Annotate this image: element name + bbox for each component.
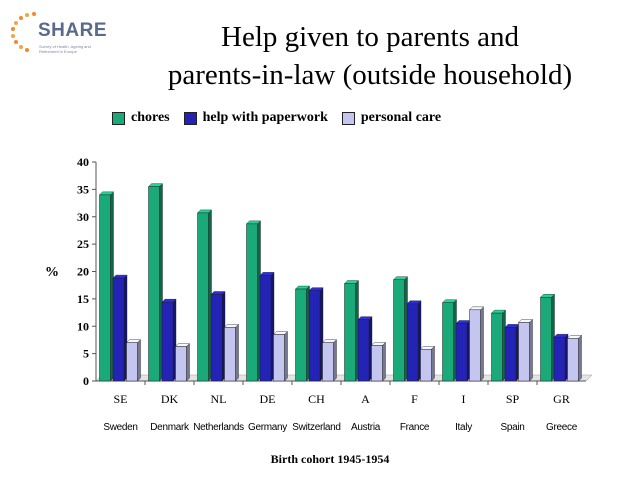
bar-help-with-paperwork-dk <box>161 301 174 382</box>
bar-chores-i <box>442 302 454 382</box>
bar-personal-care-i-side <box>480 306 484 382</box>
y-tick-label-3: 15 <box>77 292 89 306</box>
chart-title-line-1: Help given to parents and <box>221 21 519 53</box>
x-tick-label-de: DE <box>260 392 276 406</box>
bar-help-with-paperwork-f <box>406 303 419 382</box>
legend-swatch-personal-care <box>341 111 355 125</box>
x-tick-label-a: A <box>361 392 370 406</box>
country-name-spain: Spain <box>500 422 524 433</box>
country-name-switzerland: Switzerland <box>292 422 340 433</box>
bar-chores-f <box>393 279 405 382</box>
bar-personal-care-f-side <box>431 345 435 382</box>
bar-help-with-paperwork-i <box>455 323 468 382</box>
bar-help-with-paperwork-de <box>259 275 272 382</box>
x-tick-label-i: I <box>462 392 466 406</box>
share-logo: SHARE Survey of Health, Ageing and Retir… <box>8 8 107 64</box>
chart-title-line-2: parents-in-law (outside household) <box>167 59 573 91</box>
bar-help-with-paperwork-se <box>112 277 125 382</box>
bar-chores-de <box>246 223 258 382</box>
country-name-austria: Austria <box>351 422 381 433</box>
bar-personal-care-se <box>126 342 138 382</box>
x-tick-label-ch: CH <box>308 392 325 406</box>
chart-legend: chores help with paperwork personal care <box>112 110 455 126</box>
bar-personal-care-sp-side <box>529 318 533 382</box>
bar-chores-a <box>344 283 356 382</box>
x-tick-label-dk: DK <box>161 392 179 406</box>
y-tick-label-4: 20 <box>77 265 89 279</box>
legend-label-paperwork: help with paperwork <box>202 110 328 125</box>
bar-personal-care-se-side <box>137 339 141 382</box>
x-tick-label-gr: GR <box>553 392 570 406</box>
bar-help-with-paperwork-nl <box>210 294 223 382</box>
x-tick-label-sp: SP <box>506 392 520 406</box>
legend-label-personal-care: personal care <box>360 110 442 125</box>
x-axis-title: Birth cohort 1945-1954 <box>270 452 390 466</box>
legend-swatch-paperwork <box>183 111 197 125</box>
bar-help-with-paperwork-a <box>357 319 370 382</box>
bar-personal-care-ch <box>322 342 334 382</box>
country-name-denmark: Denmark <box>150 422 190 433</box>
bar-personal-care-dk <box>175 346 187 382</box>
legend-item-personal-care: personal care <box>341 110 442 126</box>
country-name-germany: Germany <box>248 422 287 433</box>
x-tick-label-nl: NL <box>211 392 227 406</box>
logo-subtext: Survey of Health, Ageing and Retirement … <box>39 44 91 54</box>
bar-personal-care-a-side <box>382 341 386 382</box>
bar-personal-care-nl-side <box>235 323 239 382</box>
y-tick-label-6: 30 <box>77 210 89 224</box>
chart-title: Help given to parents and parents-in-law… <box>110 18 630 94</box>
bar-personal-care-i <box>469 309 481 382</box>
bar-personal-care-de <box>273 334 285 382</box>
legend-item-paperwork: help with paperwork <box>183 110 328 126</box>
y-tick-label-7: 35 <box>77 182 89 196</box>
country-name-italy: Italy <box>455 422 472 433</box>
y-tick-label-1: 5 <box>83 347 89 361</box>
bar-chores-sp <box>491 312 503 382</box>
bar-personal-care-dk-side <box>186 343 190 382</box>
bar-personal-care-sp <box>518 322 530 382</box>
bar-chores-dk <box>148 186 160 382</box>
bar-chores-gr <box>540 296 552 382</box>
country-name-netherlands: Netherlands <box>193 422 244 433</box>
y-tick-label-2: 10 <box>77 319 89 333</box>
bar-chores-nl <box>197 212 209 382</box>
y-tick-label-8: 40 <box>77 155 89 169</box>
x-tick-label-f: F <box>411 392 418 406</box>
logo-text: SHARE <box>38 20 108 41</box>
y-tick-label-5: 25 <box>77 237 89 251</box>
bar-personal-care-de-side <box>284 330 288 382</box>
bar-help-with-paperwork-gr <box>553 336 566 382</box>
x-tick-label-se: SE <box>113 392 127 406</box>
country-name-france: France <box>400 422 430 433</box>
bar-personal-care-gr-side <box>578 334 582 382</box>
bar-personal-care-ch-side <box>333 339 337 382</box>
bar-help-with-paperwork-ch <box>308 290 321 382</box>
legend-swatch-chores <box>112 111 125 125</box>
bar-personal-care-f <box>420 348 432 382</box>
country-name-greece: Greece <box>546 422 578 433</box>
bar-help-with-paperwork-sp <box>504 327 517 382</box>
bar-personal-care-nl <box>224 327 236 382</box>
y-axis-title: % <box>45 265 59 280</box>
bar-personal-care-a <box>371 345 383 382</box>
y-tick-label-0: 0 <box>83 374 89 388</box>
legend-item-chores: chores <box>112 110 170 126</box>
bar-chores-ch <box>295 288 307 382</box>
country-name-sweden: Sweden <box>103 422 137 433</box>
logo-dots-icon <box>11 12 36 52</box>
bar-chores-se <box>99 194 111 382</box>
bar-personal-care-gr <box>567 338 579 382</box>
legend-label-chores: chores <box>131 110 170 125</box>
